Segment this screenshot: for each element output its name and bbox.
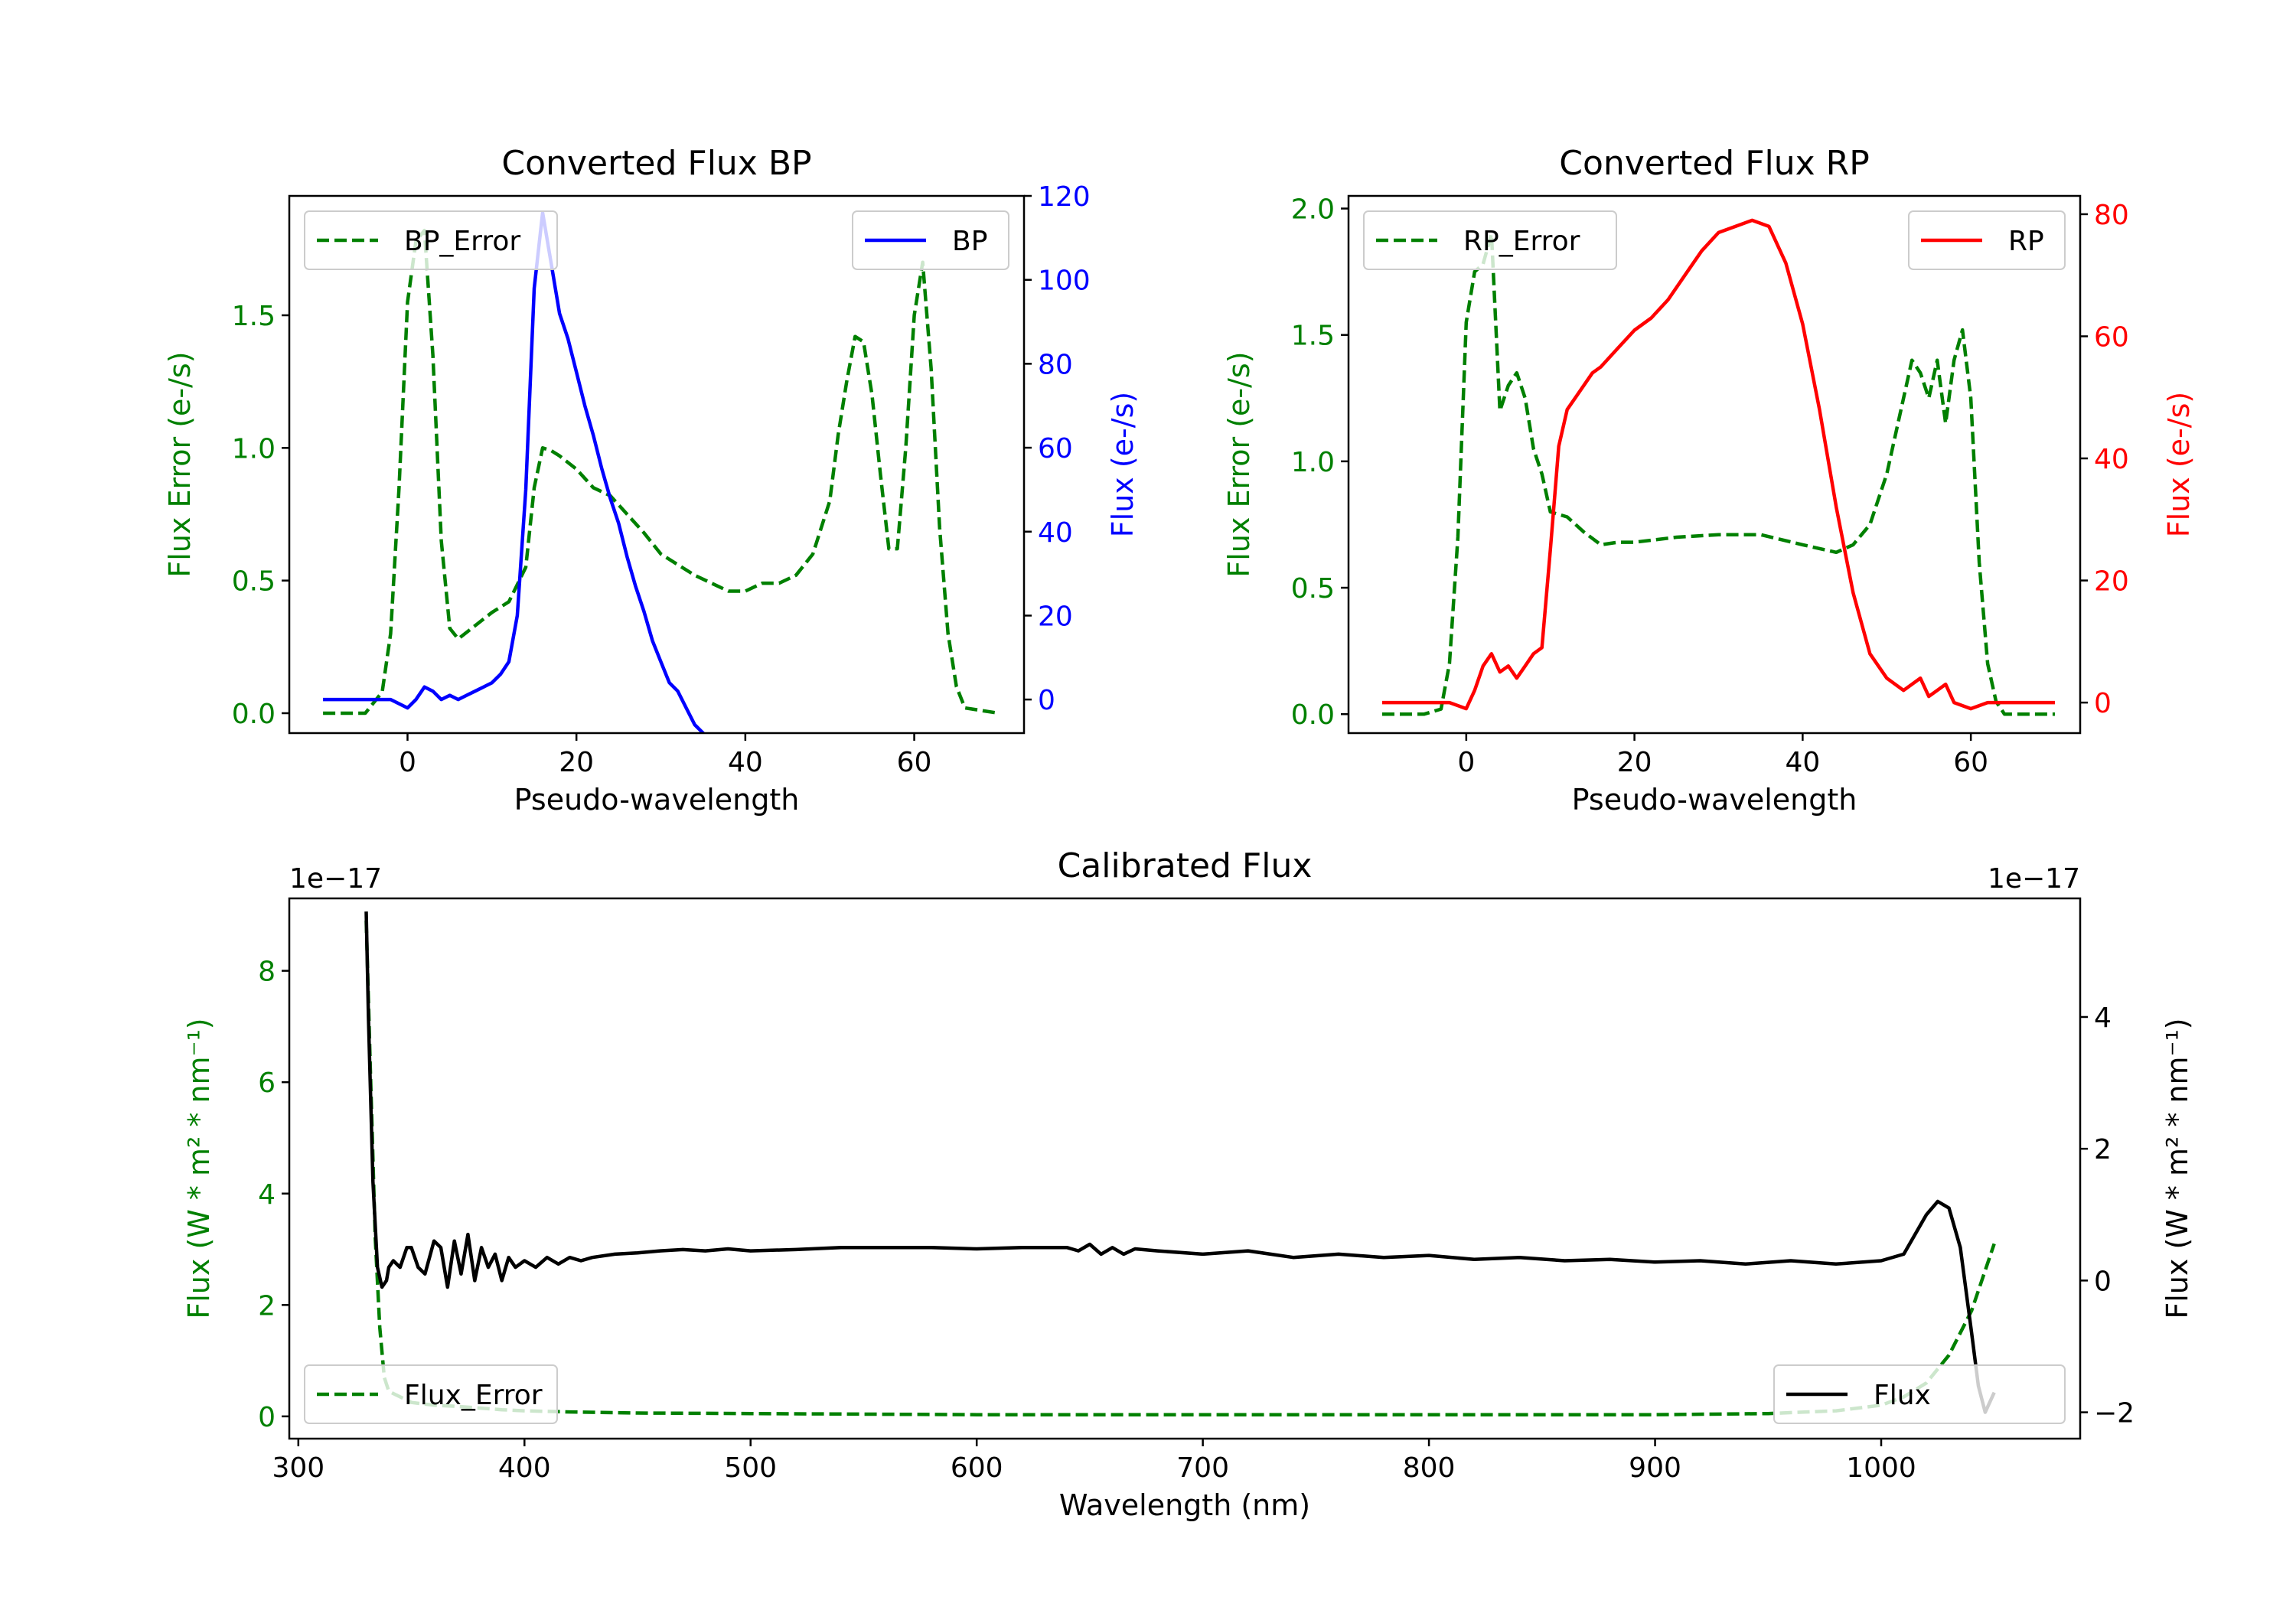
chart-title: Calibrated Flux	[1058, 846, 1313, 885]
x-tick-label: 800	[1403, 1452, 1456, 1484]
y-right-tick-label: 120	[1038, 181, 1091, 213]
y-right-tick-label: 2	[2094, 1134, 2112, 1165]
x-tick-label: 60	[1953, 747, 1988, 778]
y-left-tick-label: 4	[258, 1179, 276, 1211]
x-tick-label: 400	[498, 1452, 551, 1484]
x-axis-label: Pseudo-wavelength	[1572, 783, 1857, 817]
y-left-tick-label: 6	[258, 1068, 276, 1099]
x-tick-label: 700	[1176, 1452, 1229, 1484]
y-left-tick-label: 0.5	[232, 566, 276, 598]
legend-label: Flux_Error	[404, 1380, 543, 1411]
y-right-tick-label: −2	[2094, 1398, 2135, 1429]
legend-rp-error: RP_Error	[1363, 210, 1617, 270]
y-right-tick-label: 40	[2094, 444, 2129, 475]
chart-panel-bp: Converted Flux BP 0 20 40 60 0.0 0.5 1.0 1.5 0 20 4…	[163, 144, 1140, 817]
y-left-tick-label: 1.0	[232, 433, 276, 464]
legend-label: BP_Error	[404, 226, 520, 257]
x-axis-label: Pseudo-wavelength	[514, 783, 800, 817]
chart-title: Converted Flux RP	[1559, 144, 1870, 183]
legend-label: RP_Error	[1463, 226, 1580, 257]
x-tick-label: 500	[724, 1452, 777, 1484]
y-right-tick-label: 0	[2094, 688, 2112, 719]
y-right-tick-label: 80	[1038, 349, 1073, 380]
legend-box	[304, 1364, 558, 1424]
chart-panel-rp: Converted Flux RP 0 20 40 60 0.0 0.5 1.0 1.5 2.0 0…	[1222, 144, 2196, 817]
x-tick-label: 300	[272, 1452, 325, 1484]
y-right-tick-label: 80	[2094, 200, 2129, 231]
legend-box	[852, 210, 1009, 270]
legend-label: Flux	[1874, 1380, 1931, 1411]
y-left-tick-label: 2.0	[1291, 194, 1335, 226]
x-tick-label: 20	[1617, 747, 1652, 778]
legend-box	[1363, 210, 1617, 270]
plot-frame	[1347, 194, 2082, 735]
y-left-tick-label: 1.5	[1291, 321, 1335, 352]
legend-label: RP	[2008, 226, 2044, 257]
x-tick-label: 600	[951, 1452, 1003, 1484]
y-right-axis-label: Flux (W * m² * nm⁻¹)	[2161, 1018, 2194, 1319]
plot-frame	[288, 897, 2082, 1440]
y-left-tick-label: 0.0	[1291, 699, 1335, 731]
y-left-offset-text: 1e−17	[289, 863, 382, 895]
y-left-tick-label: 0.0	[232, 699, 276, 730]
x-tick-label: 0	[399, 747, 416, 778]
plot-frame	[288, 194, 1026, 735]
chart-title: Converted Flux BP	[501, 144, 811, 183]
legend-box	[1773, 1364, 2066, 1424]
legend-bp-error: BP_Error	[304, 210, 558, 270]
y-right-tick-label: 60	[1038, 433, 1073, 464]
y-right-tick-label: 0	[2094, 1266, 2112, 1297]
y-left-tick-label: 1.0	[1291, 447, 1335, 478]
series-line-bp-error	[323, 228, 1000, 715]
y-left-tick-label: 8	[258, 957, 276, 988]
legend-bp: BP	[852, 210, 1009, 270]
legend-box	[304, 210, 558, 270]
y-right-tick-label: 100	[1038, 266, 1091, 297]
y-left-tick-label: 2	[258, 1290, 276, 1322]
y-left-axis-label: Flux Error (e-/s)	[1222, 351, 1256, 577]
y-right-tick-label: 40	[1038, 517, 1073, 549]
x-tick-label: 40	[1785, 747, 1820, 778]
y-right-offset-text: 1e−17	[1988, 863, 2080, 895]
y-right-axis-label: Flux (e-/s)	[1106, 392, 1140, 537]
x-axis-label: Wavelength (nm)	[1059, 1488, 1310, 1522]
y-right-tick-label: 20	[1038, 601, 1073, 632]
y-left-tick-label: 0.5	[1291, 573, 1335, 605]
legend-box	[1908, 210, 2066, 270]
legend-flux-error: Flux_Error	[304, 1364, 558, 1424]
legend-rp: RP	[1908, 210, 2066, 270]
y-left-axis-label: Flux (W * m² * nm⁻¹)	[182, 1018, 216, 1319]
y-right-tick-label: 60	[2094, 321, 2129, 353]
y-left-tick-label: 0	[258, 1402, 276, 1433]
series-line-flux-error	[364, 921, 1996, 1416]
series-line-flux	[364, 911, 1996, 1414]
x-tick-label: 60	[897, 747, 932, 778]
legend-flux: Flux	[1773, 1364, 2066, 1424]
series-line-bp	[323, 210, 706, 733]
y-right-tick-label: 0	[1038, 685, 1055, 716]
y-left-tick-label: 1.5	[232, 301, 276, 332]
series-line-rp	[1382, 218, 2055, 711]
x-tick-label: 1000	[1846, 1452, 1916, 1484]
x-tick-label: 40	[728, 747, 763, 778]
x-tick-label: 20	[559, 747, 594, 778]
series-line-rp-error	[1382, 232, 2055, 716]
legend-label: BP	[952, 226, 987, 257]
y-right-tick-label: 20	[2094, 566, 2129, 598]
x-tick-label: 900	[1629, 1452, 1681, 1484]
y-left-axis-label: Flux Error (e-/s)	[163, 351, 197, 577]
y-right-axis-label: Flux (e-/s)	[2162, 392, 2196, 537]
y-right-tick-label: 4	[2094, 1002, 2112, 1034]
x-tick-label: 0	[1457, 747, 1475, 778]
